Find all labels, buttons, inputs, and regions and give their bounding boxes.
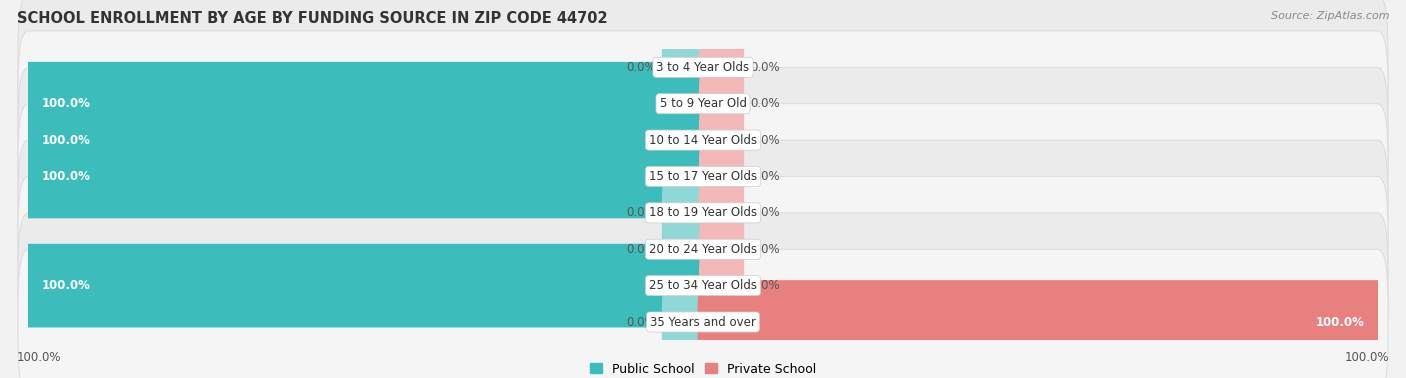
Text: 100.0%: 100.0% bbox=[42, 133, 90, 147]
FancyBboxPatch shape bbox=[699, 105, 744, 175]
Text: SCHOOL ENROLLMENT BY AGE BY FUNDING SOURCE IN ZIP CODE 44702: SCHOOL ENROLLMENT BY AGE BY FUNDING SOUR… bbox=[17, 11, 607, 26]
Text: 0.0%: 0.0% bbox=[626, 316, 655, 328]
FancyBboxPatch shape bbox=[699, 178, 744, 248]
FancyBboxPatch shape bbox=[699, 251, 744, 320]
Text: 0.0%: 0.0% bbox=[751, 279, 780, 292]
FancyBboxPatch shape bbox=[662, 215, 707, 284]
Text: 0.0%: 0.0% bbox=[751, 206, 780, 219]
FancyBboxPatch shape bbox=[662, 178, 707, 248]
FancyBboxPatch shape bbox=[699, 33, 744, 102]
FancyBboxPatch shape bbox=[662, 33, 707, 102]
Text: 100.0%: 100.0% bbox=[42, 97, 90, 110]
FancyBboxPatch shape bbox=[697, 280, 1384, 364]
Text: 15 to 17 Year Olds: 15 to 17 Year Olds bbox=[650, 170, 756, 183]
FancyBboxPatch shape bbox=[662, 287, 707, 356]
FancyBboxPatch shape bbox=[22, 98, 709, 182]
Text: 0.0%: 0.0% bbox=[751, 133, 780, 147]
Text: 18 to 19 Year Olds: 18 to 19 Year Olds bbox=[650, 206, 756, 219]
FancyBboxPatch shape bbox=[699, 215, 744, 284]
FancyBboxPatch shape bbox=[18, 31, 1388, 177]
FancyBboxPatch shape bbox=[18, 249, 1388, 378]
Text: 5 to 9 Year Old: 5 to 9 Year Old bbox=[659, 97, 747, 110]
Text: 100.0%: 100.0% bbox=[17, 351, 62, 364]
FancyBboxPatch shape bbox=[18, 67, 1388, 213]
FancyBboxPatch shape bbox=[18, 213, 1388, 358]
Text: 100.0%: 100.0% bbox=[42, 170, 90, 183]
Text: 100.0%: 100.0% bbox=[1316, 316, 1364, 328]
Text: 3 to 4 Year Olds: 3 to 4 Year Olds bbox=[657, 61, 749, 74]
FancyBboxPatch shape bbox=[699, 69, 744, 138]
Text: 0.0%: 0.0% bbox=[626, 243, 655, 256]
FancyBboxPatch shape bbox=[18, 104, 1388, 249]
Text: 35 Years and over: 35 Years and over bbox=[650, 316, 756, 328]
FancyBboxPatch shape bbox=[18, 0, 1388, 140]
Text: 0.0%: 0.0% bbox=[751, 170, 780, 183]
Legend: Public School, Private School: Public School, Private School bbox=[585, 358, 821, 378]
FancyBboxPatch shape bbox=[22, 62, 709, 146]
Text: 0.0%: 0.0% bbox=[751, 97, 780, 110]
Text: 0.0%: 0.0% bbox=[626, 61, 655, 74]
FancyBboxPatch shape bbox=[699, 142, 744, 211]
Text: 0.0%: 0.0% bbox=[626, 206, 655, 219]
FancyBboxPatch shape bbox=[18, 140, 1388, 286]
Text: Source: ZipAtlas.com: Source: ZipAtlas.com bbox=[1271, 11, 1389, 21]
FancyBboxPatch shape bbox=[22, 135, 709, 218]
Text: 100.0%: 100.0% bbox=[42, 279, 90, 292]
Text: 0.0%: 0.0% bbox=[751, 243, 780, 256]
FancyBboxPatch shape bbox=[22, 244, 709, 327]
Text: 0.0%: 0.0% bbox=[751, 61, 780, 74]
Text: 20 to 24 Year Olds: 20 to 24 Year Olds bbox=[650, 243, 756, 256]
FancyBboxPatch shape bbox=[18, 177, 1388, 322]
Text: 25 to 34 Year Olds: 25 to 34 Year Olds bbox=[650, 279, 756, 292]
Text: 100.0%: 100.0% bbox=[1344, 351, 1389, 364]
Text: 10 to 14 Year Olds: 10 to 14 Year Olds bbox=[650, 133, 756, 147]
